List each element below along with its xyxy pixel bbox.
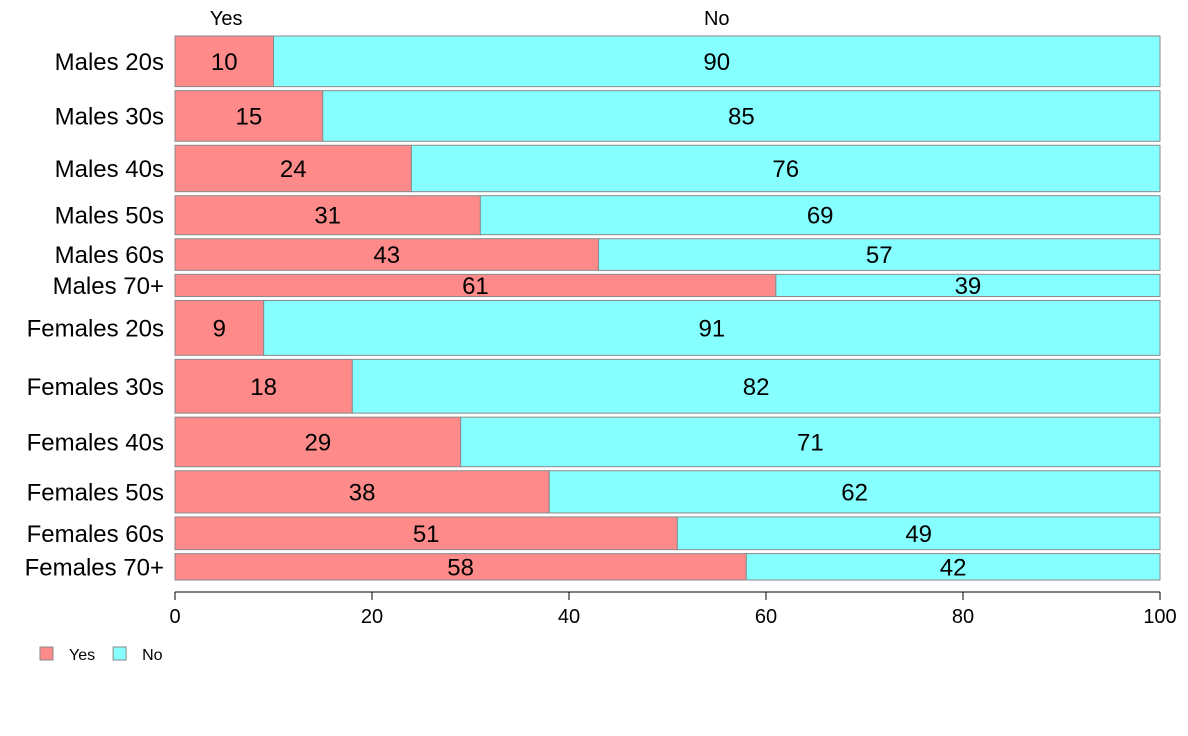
bar-label-no-5: 39 [955,273,982,300]
bar-label-no-3: 69 [807,203,834,230]
top-label-yes: Yes [210,8,243,30]
top-label-no: No [704,8,730,30]
bar-yes-3 [174,195,481,236]
bar-label-yes-0: 10 [211,49,238,76]
bar-label-yes-1: 15 [236,103,263,130]
bar-no-1 [322,90,1161,142]
bar-no-6 [263,300,1161,356]
bar-label-no-2: 76 [772,156,799,183]
bar-no-9 [548,470,1161,514]
legend-label-yes: Yes [69,647,95,664]
bar-label-no-9: 62 [841,479,868,506]
bar-yes-1 [174,90,324,142]
bar-label-yes-8: 29 [304,429,331,456]
x-tick-label-3: 60 [755,606,777,628]
category-label-10: Females 60s [27,521,164,548]
bar-label-yes-9: 38 [349,479,376,506]
x-tick-label-1: 20 [361,606,383,628]
bar-label-yes-11: 58 [447,554,474,581]
bar-label-yes-4: 43 [373,242,400,269]
bar-label-no-10: 49 [905,521,932,548]
bar-label-no-4: 57 [866,242,893,269]
bar-no-4 [598,238,1161,271]
bar-no-7 [351,358,1161,414]
category-label-3: Males 50s [55,203,164,230]
legend-swatch-yes [39,646,54,661]
bar-yes-11 [174,553,747,581]
bar-no-10 [676,516,1161,551]
x-tick-label-0: 0 [169,606,180,628]
category-label-11: Females 70+ [25,554,164,581]
bar-label-yes-5: 61 [462,273,489,300]
category-label-8: Females 40s [27,429,164,456]
bar-no-5 [775,273,1161,298]
x-tick-label-2: 40 [558,606,580,628]
category-label-6: Females 20s [27,315,164,342]
bar-yes-2 [174,144,412,193]
bar-label-no-0: 90 [703,49,730,76]
bar-yes-6 [174,300,265,356]
bar-label-no-1: 85 [728,103,755,130]
bar-yes-0 [174,35,274,88]
category-label-5: Males 70+ [53,273,164,300]
category-label-4: Males 60s [55,242,164,269]
bar-no-0 [273,35,1161,88]
bar-label-no-7: 82 [743,374,770,401]
bar-label-yes-7: 18 [250,374,277,401]
bar-label-yes-3: 31 [314,203,341,230]
category-label-2: Males 40s [55,156,164,183]
bar-label-no-6: 91 [698,315,725,342]
category-label-7: Females 30s [27,374,164,401]
category-label-9: Females 50s [27,479,164,506]
bar-no-11 [745,553,1161,581]
bar-label-yes-6: 9 [213,315,226,342]
legend-label-no: No [142,647,163,664]
bar-yes-4 [174,238,600,271]
category-label-1: Males 30s [55,103,164,130]
bar-yes-7 [174,358,353,414]
bar-no-2 [410,144,1161,193]
bar-yes-9 [174,470,550,514]
bar-label-yes-2: 24 [280,156,307,183]
bar-no-3 [479,195,1161,236]
legend-swatch-no [112,646,127,661]
category-label-0: Males 20s [55,49,164,76]
x-tick-label-5: 100 [1143,606,1176,628]
bar-label-no-8: 71 [797,429,824,456]
bar-no-8 [460,416,1161,468]
x-tick-label-4: 80 [952,606,974,628]
bar-label-yes-10: 51 [413,521,440,548]
bar-label-no-11: 42 [940,554,967,581]
